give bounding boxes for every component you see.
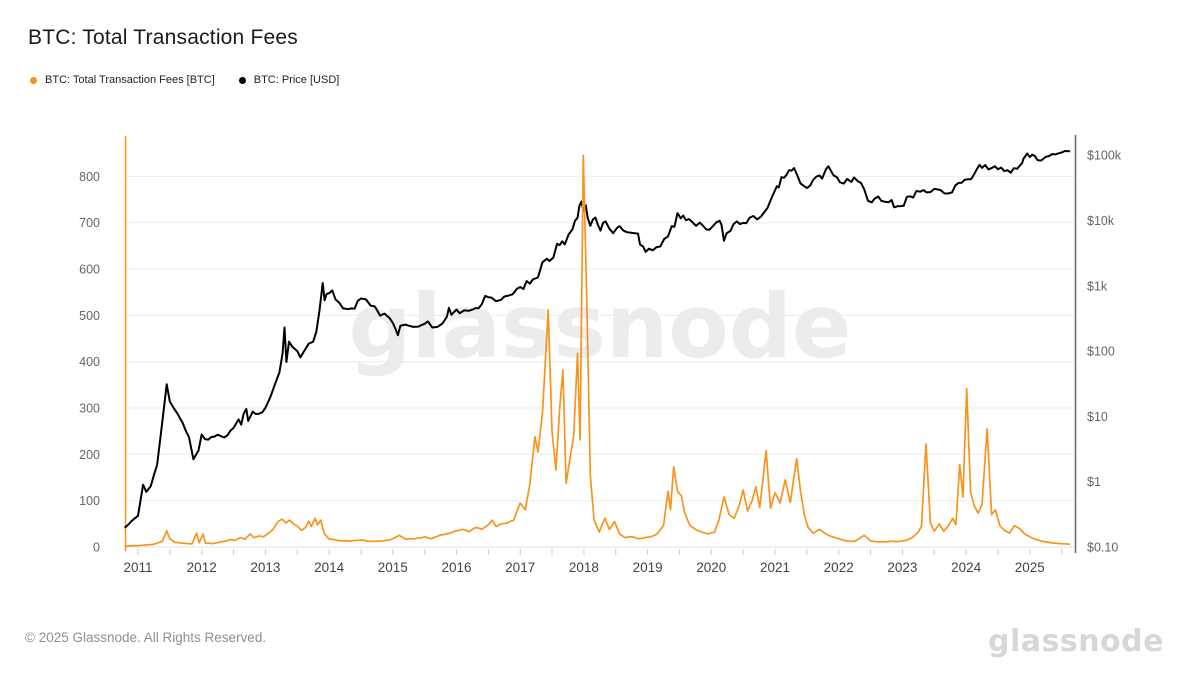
y-left-tick-label: 200 [79,448,100,462]
y-right-tick-label: $0.10 [1087,541,1118,555]
y-right-tick-label: $1k [1087,279,1108,293]
x-tick-label: 2025 [1015,560,1045,575]
y-left-tick-label: 400 [79,355,100,369]
y-left-tick-label: 500 [79,309,100,323]
y-left-tick-label: 300 [79,402,100,416]
x-tick-label: 2016 [441,560,471,575]
x-tick-label: 2012 [187,560,217,575]
page-title: BTC: Total Transaction Fees [28,26,298,49]
copyright-text: © 2025 Glassnode. All Rights Reserved. [25,630,267,645]
y-left-tick-label: 700 [79,216,100,230]
price-line-series [124,150,1071,529]
glassnode-logo: glassnode [987,624,1164,659]
fees-series-dot-icon [30,76,37,84]
x-tick-label: 2013 [250,560,280,575]
x-tick-label: 2015 [378,560,408,575]
y-left-tick-label: 100 [79,494,100,508]
x-tick-label: 2011 [123,560,152,575]
legend-item-label: BTC: Total Transaction Fees [BTC] [45,74,215,86]
x-tick-label: 2023 [887,560,917,575]
y-right-tick-label: $100 [1087,345,1115,359]
x-tick-label: 2019 [633,560,663,575]
y-right-tick-label: $10k [1087,214,1115,228]
y-left-tick-label: 800 [79,170,100,184]
y-left-tick-label: 600 [79,263,100,277]
x-tick-label: 2024 [951,560,982,575]
legend-item-label: BTC: Price [USD] [253,74,340,86]
x-tick-label: 2018 [569,560,599,575]
y-left-tick-label: 0 [93,541,100,555]
legend-item-fees[interactable]: BTC: Total Transaction Fees [BTC] [30,74,215,86]
x-tick-label: 2014 [314,560,345,575]
legend-item-price[interactable]: BTC: Price [USD] [238,74,340,86]
y-right-tick-label: $1 [1087,475,1101,489]
x-tick-label: 2020 [696,560,726,575]
price-series-dot-icon [238,76,246,84]
x-tick-label: 2022 [824,560,854,575]
x-tick-label: 2021 [760,560,790,575]
y-right-tick-label: $10 [1087,410,1108,424]
y-right-tick-label: $100k [1087,149,1122,163]
chart-legend: BTC: Total Transaction Fees [BTC] BTC: P… [30,74,339,86]
fees-line-series [124,154,1071,547]
x-tick-label: 2017 [505,560,535,575]
